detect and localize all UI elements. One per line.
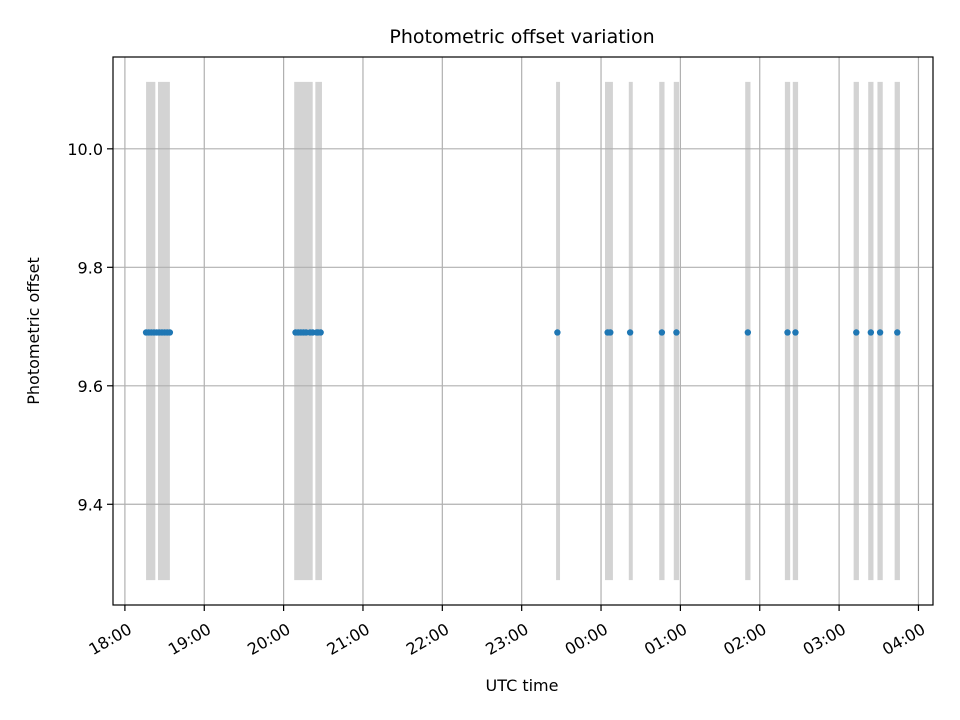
data-point xyxy=(166,329,174,336)
data-point xyxy=(554,329,561,336)
data-point xyxy=(876,329,884,336)
x-tick-label: 21:00 xyxy=(324,619,373,659)
x-tick-label: 02:00 xyxy=(720,619,769,659)
y-tick-label: 9.8 xyxy=(78,258,103,277)
y-tick-label: 9.6 xyxy=(78,377,103,396)
x-tick-label: 18:00 xyxy=(85,619,134,659)
data-points xyxy=(142,329,901,336)
data-point xyxy=(784,329,791,336)
data-point xyxy=(744,329,752,336)
data-point xyxy=(317,329,324,336)
x-tick-label: 00:00 xyxy=(562,619,611,659)
y-axis-ticks: 9.4 9.6 9.8 10.0 xyxy=(67,140,113,514)
grid-lines xyxy=(113,57,933,605)
data-point xyxy=(792,329,799,336)
x-tick-label: 20:00 xyxy=(244,619,293,659)
data-point xyxy=(626,329,634,336)
x-axis-label: UTC time xyxy=(486,676,559,695)
data-point xyxy=(894,329,901,336)
x-tick-label: 22:00 xyxy=(403,619,452,659)
data-point xyxy=(853,329,860,336)
data-point xyxy=(658,329,666,336)
x-tick-label: 23:00 xyxy=(482,619,531,659)
data-point xyxy=(607,329,614,336)
data-point xyxy=(867,329,875,336)
x-tick-label: 03:00 xyxy=(800,619,849,659)
x-tick-label: 04:00 xyxy=(879,619,928,659)
chart-title: Photometric offset variation xyxy=(389,26,654,48)
data-point xyxy=(673,329,680,336)
y-tick-label: 10.0 xyxy=(67,140,103,159)
x-tick-label: 19:00 xyxy=(165,619,214,659)
x-axis-ticks: 18:00 19:00 20:00 21:00 22:00 23:00 00:00 01:00… xyxy=(85,605,928,659)
plot-frame xyxy=(112,56,934,606)
y-axis-label: Photometric offset xyxy=(24,257,43,405)
y-tick-label: 9.4 xyxy=(78,495,103,514)
x-tick-label: 01:00 xyxy=(641,619,690,659)
